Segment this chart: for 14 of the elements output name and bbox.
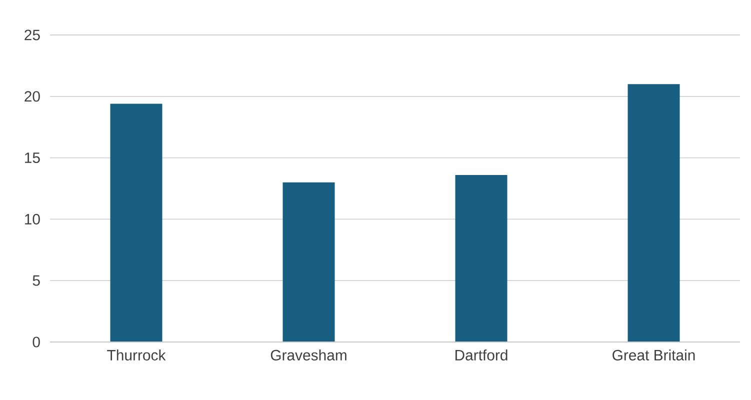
y-tick-label: 5 xyxy=(32,275,40,286)
bar xyxy=(455,174,508,342)
x-tick-label: Thurrock xyxy=(107,350,166,360)
y-tick-label: 25 xyxy=(24,30,40,40)
bar xyxy=(628,84,680,342)
y-tick-label: 20 xyxy=(24,91,40,102)
bar xyxy=(110,104,162,342)
x-tick-label: Gravesham xyxy=(270,350,346,360)
bar xyxy=(282,182,335,342)
x-tick-label: Great Britain xyxy=(612,350,695,360)
y-tick-label: 10 xyxy=(25,214,40,224)
y-tick-label: 15 xyxy=(25,152,40,164)
y-tick-label: 0 xyxy=(32,336,40,348)
x-tick-label: Dartford xyxy=(455,350,508,360)
